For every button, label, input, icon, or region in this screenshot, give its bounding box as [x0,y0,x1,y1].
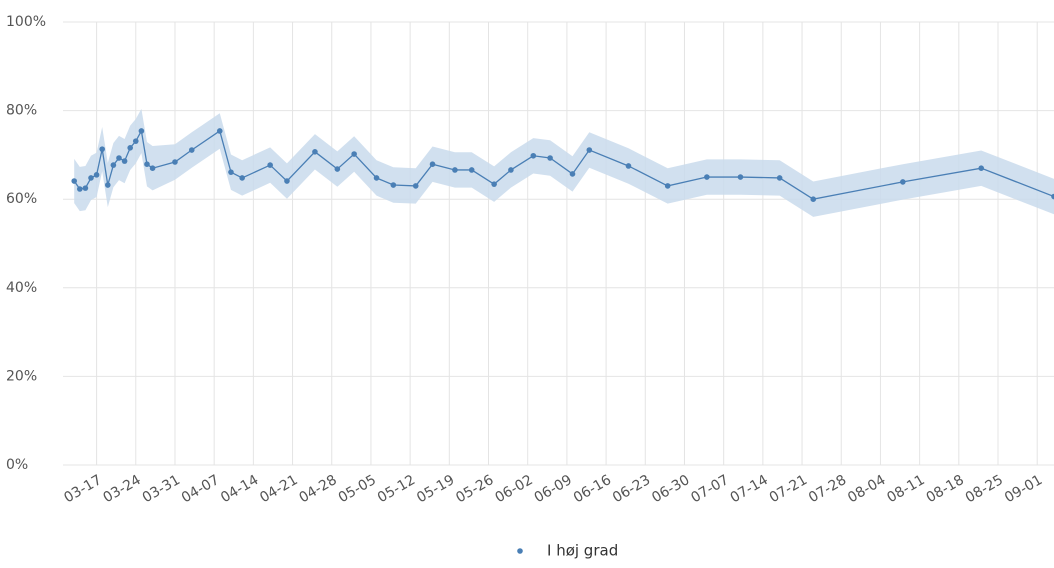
x-tick-label: 09-01 [1002,472,1045,506]
x-tick-label: 06-02 [492,472,535,506]
point [978,165,985,171]
point [900,179,906,185]
point [284,178,290,184]
x-tick-label: 04-07 [179,472,222,506]
x-tick-label: 07-21 [767,472,810,506]
point [121,158,128,164]
point [373,175,380,181]
y-tick-label: 80% [6,103,37,119]
y-tick-label: 40% [6,280,37,296]
point [99,146,105,152]
point [172,159,178,165]
point [188,147,195,153]
point [312,148,318,155]
point [267,162,273,168]
point [390,182,397,188]
legend-label: I høj grad [547,542,618,560]
point [76,186,83,192]
x-tick-label: 08-25 [963,472,1006,506]
x-tick-label: 05-26 [453,472,496,506]
point [1051,193,1054,200]
point [132,138,139,144]
point [82,185,89,191]
x-tick-label: 07-07 [688,472,731,506]
x-tick-label: 06-16 [571,472,614,506]
y-tick-label: 0% [6,457,28,473]
y-tick-label: 20% [6,368,37,384]
x-tick-label: 06-23 [610,472,653,506]
point [704,174,710,180]
point [334,166,341,172]
x-tick-label: 03-24 [101,472,144,506]
point [586,147,593,153]
x-tick-label: 07-14 [728,472,771,506]
point [625,163,632,169]
x-tick-label: 08-04 [845,472,888,506]
point [144,161,150,168]
point [110,162,117,168]
x-tick-label: 05-12 [375,472,418,506]
x-tick-label: 08-11 [884,472,927,506]
x-tick-label: 03-31 [140,472,183,506]
x-tick-label: 05-19 [414,472,457,506]
point [491,181,497,187]
y-tick-label: 60% [6,191,37,207]
x-tick-label: 03-17 [61,472,104,506]
point [737,174,744,180]
y-tick-label: 100% [6,14,46,30]
line [73,129,1054,200]
point [810,196,817,202]
point [530,152,537,159]
x-tick-label: 06-30 [649,472,692,506]
point [452,167,458,173]
point [93,172,100,178]
point [116,155,122,161]
point [127,145,133,151]
confidence-band [74,108,1054,217]
point [104,182,111,188]
x-tick-label: 05-05 [336,472,379,506]
point [569,171,576,177]
point [468,167,475,173]
point [412,183,419,189]
x-tick-label: 07-28 [806,472,849,506]
point [216,128,223,134]
point [138,128,145,134]
x-tick-label: 06-09 [532,472,575,506]
x-tick-label: 04-28 [297,472,340,506]
x-tick-label: 04-21 [257,472,300,506]
x-tick-label: 04-14 [218,472,261,506]
point [547,155,553,161]
point [508,167,514,173]
point [228,169,234,175]
legend-marker [517,548,523,554]
point [88,175,94,181]
point [149,165,156,171]
point [664,183,671,189]
point [429,161,436,168]
point [239,175,245,181]
point [351,151,357,157]
point [71,178,77,184]
x-tick-label: 08-18 [924,472,967,506]
point [776,175,783,181]
